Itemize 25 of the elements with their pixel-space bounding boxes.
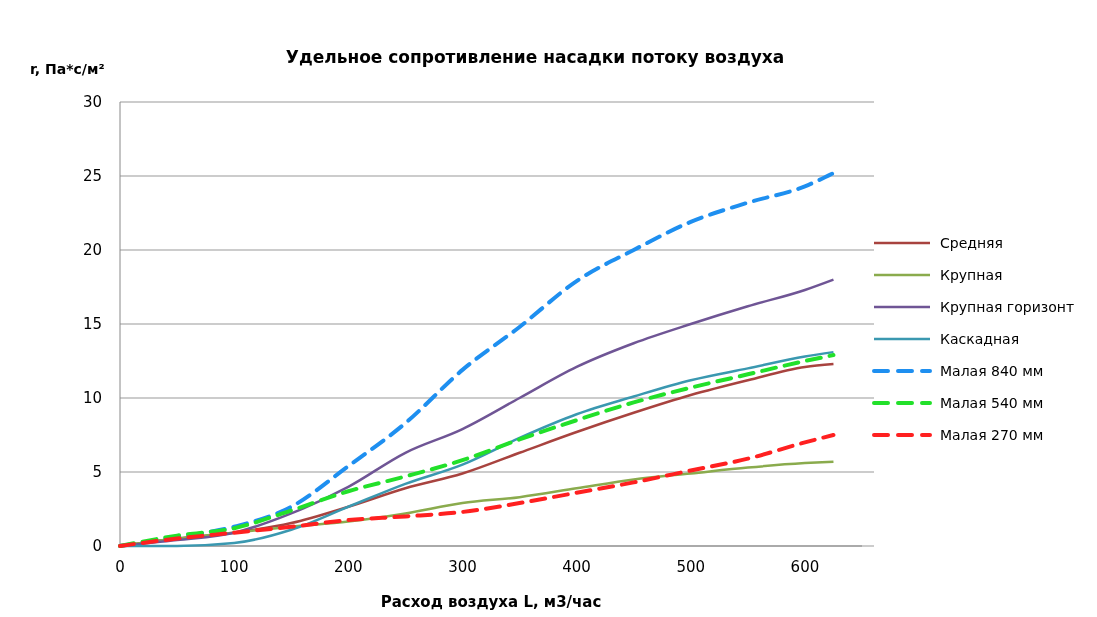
legend-label: Каскадная	[940, 330, 1020, 347]
legend-label: Средняя	[940, 234, 1003, 251]
y-tick-label: 25	[82, 167, 102, 186]
legend-label: Малая 540 мм	[940, 394, 1044, 411]
legend-label: Крупная	[940, 266, 1003, 283]
x-tick-label: 0	[115, 558, 125, 576]
y-tick-label: 5	[92, 463, 102, 482]
line-series	[118, 433, 836, 548]
x-tick-label: 400	[562, 558, 591, 576]
y-tick-label: 30	[82, 93, 102, 112]
x-tick-label: 100	[219, 558, 249, 576]
x-tick-label: 500	[676, 558, 706, 576]
y-tick-label: 0	[92, 537, 102, 556]
legend-label: Малая 270 мм	[940, 426, 1044, 443]
x-tick-label: 200	[333, 558, 363, 576]
x-tick-label: 300	[448, 558, 477, 576]
legend-label: Крупная горизонт	[940, 298, 1075, 315]
y-tick-label: 10	[82, 389, 102, 408]
y-axis-title: r, Па*с/м²	[30, 61, 105, 77]
legend-label: Малая 840 мм	[940, 362, 1044, 379]
chart-title: Удельное сопротивление насадки потоку воздуха	[285, 47, 785, 67]
y-tick-label: 15	[82, 315, 102, 334]
x-tick-label: 600	[790, 558, 820, 576]
y-tick-label: 20	[82, 241, 102, 260]
x-axis-title: Расход воздуха L, м3/час	[380, 593, 602, 611]
